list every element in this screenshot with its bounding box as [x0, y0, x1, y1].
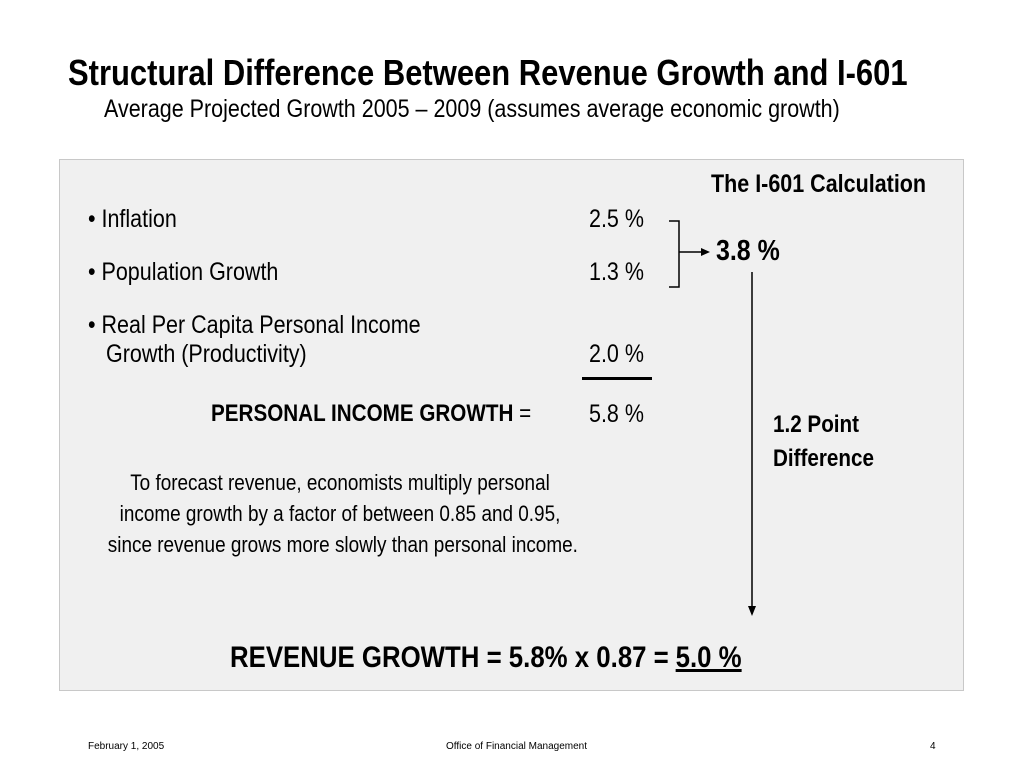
- personal-income-growth-value: 5.8 %: [589, 400, 644, 428]
- personal-income-growth-equals: =: [513, 400, 532, 427]
- i601-result-value: 3.8 %: [716, 235, 780, 267]
- item-inflation-label: • Inflation: [88, 205, 177, 233]
- slide-title: Structural Difference Between Revenue Gr…: [68, 52, 908, 93]
- personal-income-growth-label: PERSONAL INCOME GROWTH =: [211, 400, 583, 428]
- slide-subtitle: Average Projected Growth 2005 – 2009 (as…: [104, 95, 840, 123]
- footer-page-number: 4: [930, 741, 936, 752]
- item-inflation-value: 2.5 %: [589, 205, 644, 233]
- revenue-growth-formula: REVENUE GROWTH = 5.8% x 0.87 = 5.0 %: [230, 641, 825, 675]
- forecast-note-line: To forecast revenue, economists multiply…: [130, 470, 550, 495]
- forecast-note: To forecast revenue, economists multiply…: [70, 467, 610, 560]
- point-difference-line1: 1.2 Point: [773, 411, 860, 438]
- sum-underline: [582, 377, 652, 380]
- personal-income-growth-title: PERSONAL INCOME GROWTH: [211, 400, 514, 427]
- item-income-value: 2.0 %: [589, 340, 644, 368]
- footer-office: Office of Financial Management: [446, 741, 588, 752]
- calculation-panel: [59, 159, 964, 691]
- footer-date: February 1, 2005: [88, 741, 165, 752]
- item-population-label: • Population Growth: [88, 258, 279, 286]
- revenue-growth-equation: REVENUE GROWTH = 5.8% x 0.87 =: [230, 641, 669, 674]
- item-income-label-line2: Growth (Productivity): [106, 340, 307, 368]
- point-difference-label: 1.2 Point Difference: [773, 408, 890, 476]
- revenue-growth-result: 5.0 %: [675, 641, 742, 674]
- item-population-value: 1.3 %: [589, 258, 644, 286]
- forecast-note-line: income growth by a factor of between 0.8…: [119, 501, 561, 526]
- calculation-heading: The I-601 Calculation: [711, 170, 927, 198]
- point-difference-line2: Difference: [773, 445, 874, 472]
- item-income-label-line1: • Real Per Capita Personal Income: [88, 311, 421, 339]
- forecast-note-line: since revenue grows more slowly than per…: [107, 532, 578, 557]
